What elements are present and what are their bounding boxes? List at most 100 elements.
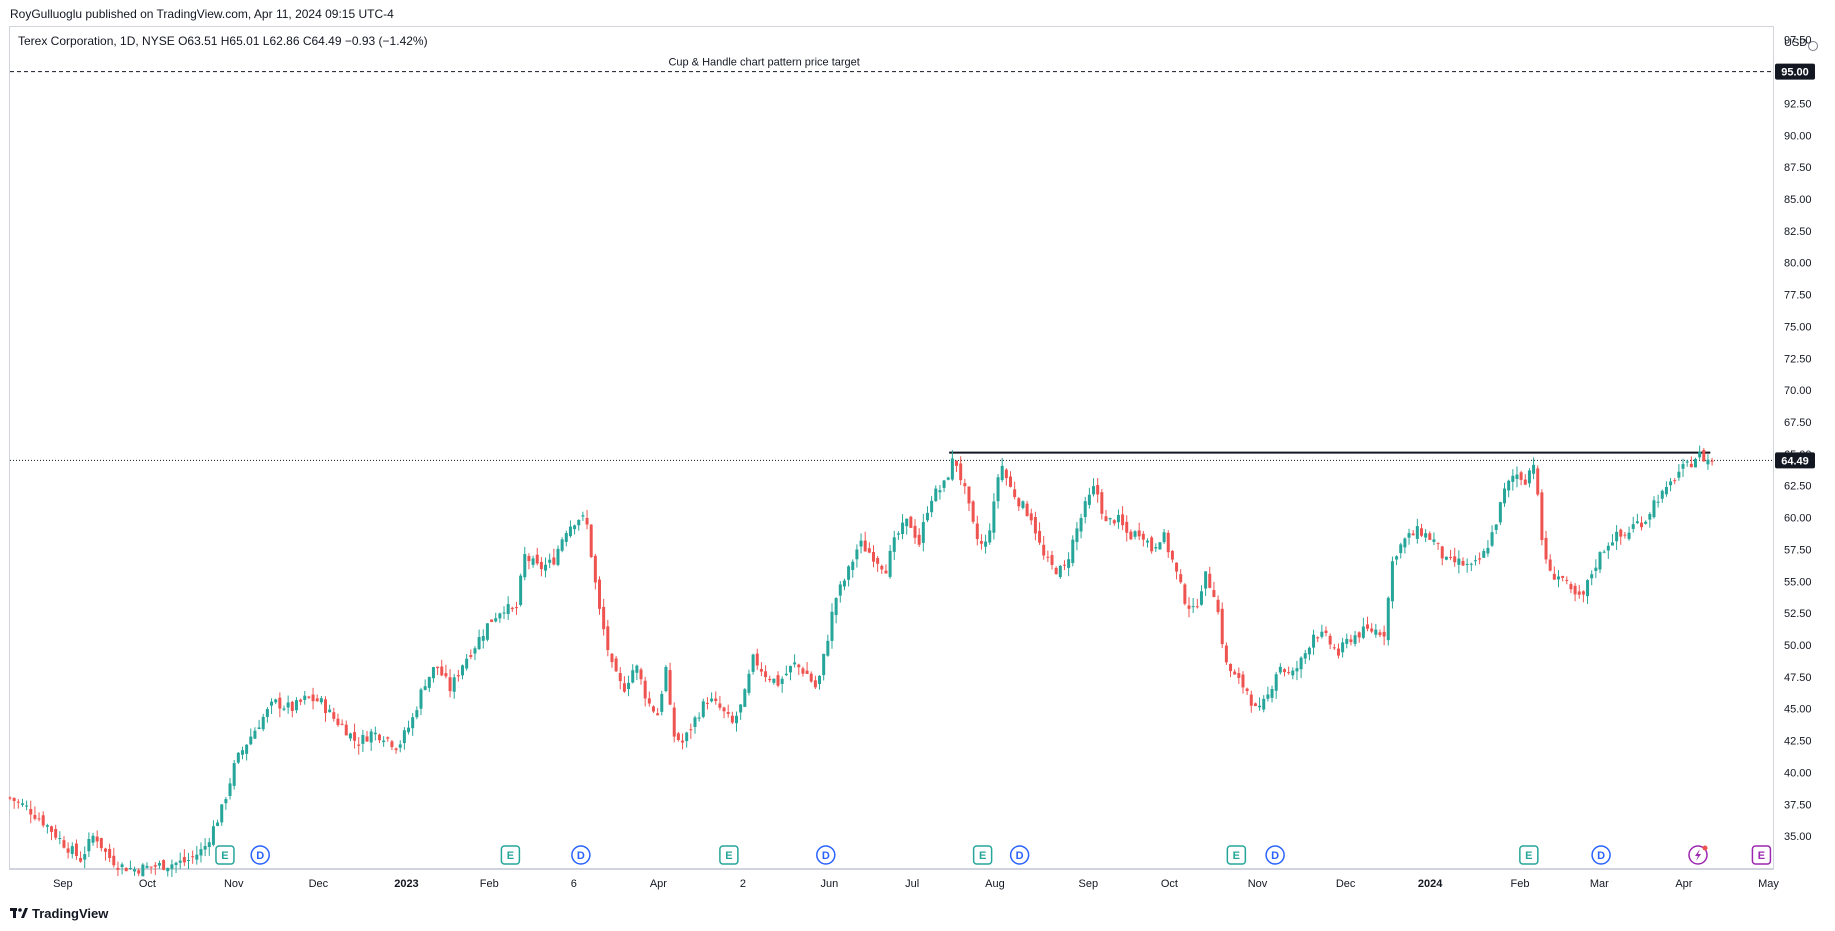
- candle-body: [730, 715, 734, 723]
- candle-body: [1685, 461, 1689, 463]
- candle-body: [1544, 537, 1548, 560]
- candle-body: [793, 662, 797, 665]
- candle-body: [539, 561, 543, 570]
- candle-body: [896, 533, 900, 535]
- candle-body: [685, 732, 689, 742]
- candle-body: [764, 671, 768, 678]
- candle-body: [1411, 533, 1415, 536]
- candle-body: [108, 848, 112, 859]
- candle-body: [1067, 559, 1071, 568]
- candle-body: [1129, 531, 1133, 540]
- time-tick-label: 2023: [394, 878, 418, 890]
- candle-body: [274, 699, 278, 703]
- candle-body: [938, 490, 942, 493]
- currency-settings-icon[interactable]: [1808, 41, 1818, 51]
- candle-body: [461, 665, 465, 676]
- candle-body: [1216, 599, 1220, 613]
- currency-label[interactable]: USD: [1784, 37, 1808, 49]
- candle-body: [855, 549, 859, 560]
- candle-body: [1577, 591, 1581, 595]
- candle-body: [1116, 514, 1120, 523]
- candle-body: [494, 618, 498, 622]
- candle-body: [813, 680, 817, 688]
- earnings-event-icon[interactable]: E: [1751, 845, 1772, 865]
- candle-body: [103, 848, 107, 852]
- dividend-event-icon[interactable]: D: [1265, 845, 1285, 865]
- candle-body: [411, 717, 415, 729]
- candle-body: [224, 799, 228, 804]
- candle-body: [220, 804, 224, 823]
- candle-body: [1503, 488, 1507, 504]
- candle-body: [178, 860, 182, 863]
- candle-body: [1054, 567, 1058, 575]
- dividend-event-icon[interactable]: D: [816, 845, 836, 865]
- earnings-event-icon[interactable]: E: [972, 845, 993, 865]
- candle-body: [573, 525, 577, 530]
- candle-body: [942, 480, 946, 488]
- earnings-event-icon[interactable]: E: [719, 845, 739, 865]
- tradingview-logo[interactable]: TradingView: [10, 906, 108, 921]
- candle-body: [12, 797, 16, 801]
- candle-body: [1046, 556, 1050, 558]
- candle-body: [207, 842, 211, 848]
- candle-body: [921, 522, 925, 543]
- dividend-event-icon[interactable]: D: [1009, 845, 1030, 865]
- candle-body: [589, 524, 593, 557]
- split-event-icon[interactable]: [1688, 845, 1708, 865]
- candle-body: [1154, 547, 1158, 549]
- candle-body: [228, 783, 232, 796]
- candle-body: [311, 694, 315, 702]
- candle-body: [693, 717, 697, 727]
- price-tick-label: 55.00: [1784, 576, 1812, 588]
- candle-body: [1610, 542, 1614, 546]
- candle-body: [1220, 608, 1224, 645]
- earnings-event-icon[interactable]: E: [500, 845, 521, 865]
- candle-body: [1008, 476, 1012, 487]
- candle-body: [934, 488, 938, 502]
- candle-body: [602, 606, 606, 630]
- price-tick-label: 50.00: [1784, 640, 1812, 652]
- split-dot: [1702, 845, 1708, 851]
- candle-body: [465, 658, 469, 669]
- earnings-marker-letter: E: [1233, 850, 1240, 862]
- dividend-event-icon[interactable]: D: [571, 845, 591, 865]
- candle-body: [1312, 634, 1316, 648]
- candle-body: [830, 611, 834, 641]
- symbol-legend[interactable]: Terex Corporation, 1D, NYSE O63.51 H65.0…: [18, 34, 428, 48]
- candle-body: [1212, 589, 1216, 598]
- dividend-event-icon[interactable]: D: [1591, 845, 1611, 865]
- candle-body: [195, 854, 199, 860]
- candle-body: [8, 797, 12, 799]
- candle-body: [216, 822, 220, 827]
- candle-body: [1062, 564, 1066, 566]
- candle-body: [1444, 556, 1448, 560]
- tradingview-logo-icon: [10, 906, 28, 918]
- price-labels: 95.00 64.49: [1775, 63, 1815, 469]
- candle-body: [1108, 518, 1112, 520]
- earnings-event-icon[interactable]: E: [215, 845, 235, 865]
- price-tick-label: 87.50: [1784, 162, 1812, 174]
- candle-body: [303, 695, 307, 700]
- candle-body: [294, 700, 298, 711]
- candle-body: [1137, 530, 1141, 537]
- candle-body: [25, 805, 29, 807]
- earnings-event-icon[interactable]: E: [1519, 845, 1539, 865]
- candle-body: [1237, 673, 1241, 678]
- candle-body: [1274, 674, 1278, 691]
- candle-body: [1366, 624, 1370, 629]
- dividend-event-icon[interactable]: D: [250, 845, 270, 865]
- candle-body: [506, 604, 510, 615]
- candle-body: [1656, 501, 1660, 503]
- candle-body: [718, 703, 722, 708]
- candle-body: [1104, 516, 1108, 522]
- candle-body: [1295, 668, 1299, 672]
- price-tick-label: 37.50: [1784, 799, 1812, 811]
- candle-body: [1669, 481, 1673, 486]
- candle-body: [776, 675, 780, 686]
- earnings-event-icon[interactable]: E: [1226, 845, 1247, 865]
- candle-body: [527, 555, 531, 562]
- candle-body: [1415, 526, 1419, 539]
- candle-body: [444, 673, 448, 677]
- candle-body: [1689, 463, 1693, 468]
